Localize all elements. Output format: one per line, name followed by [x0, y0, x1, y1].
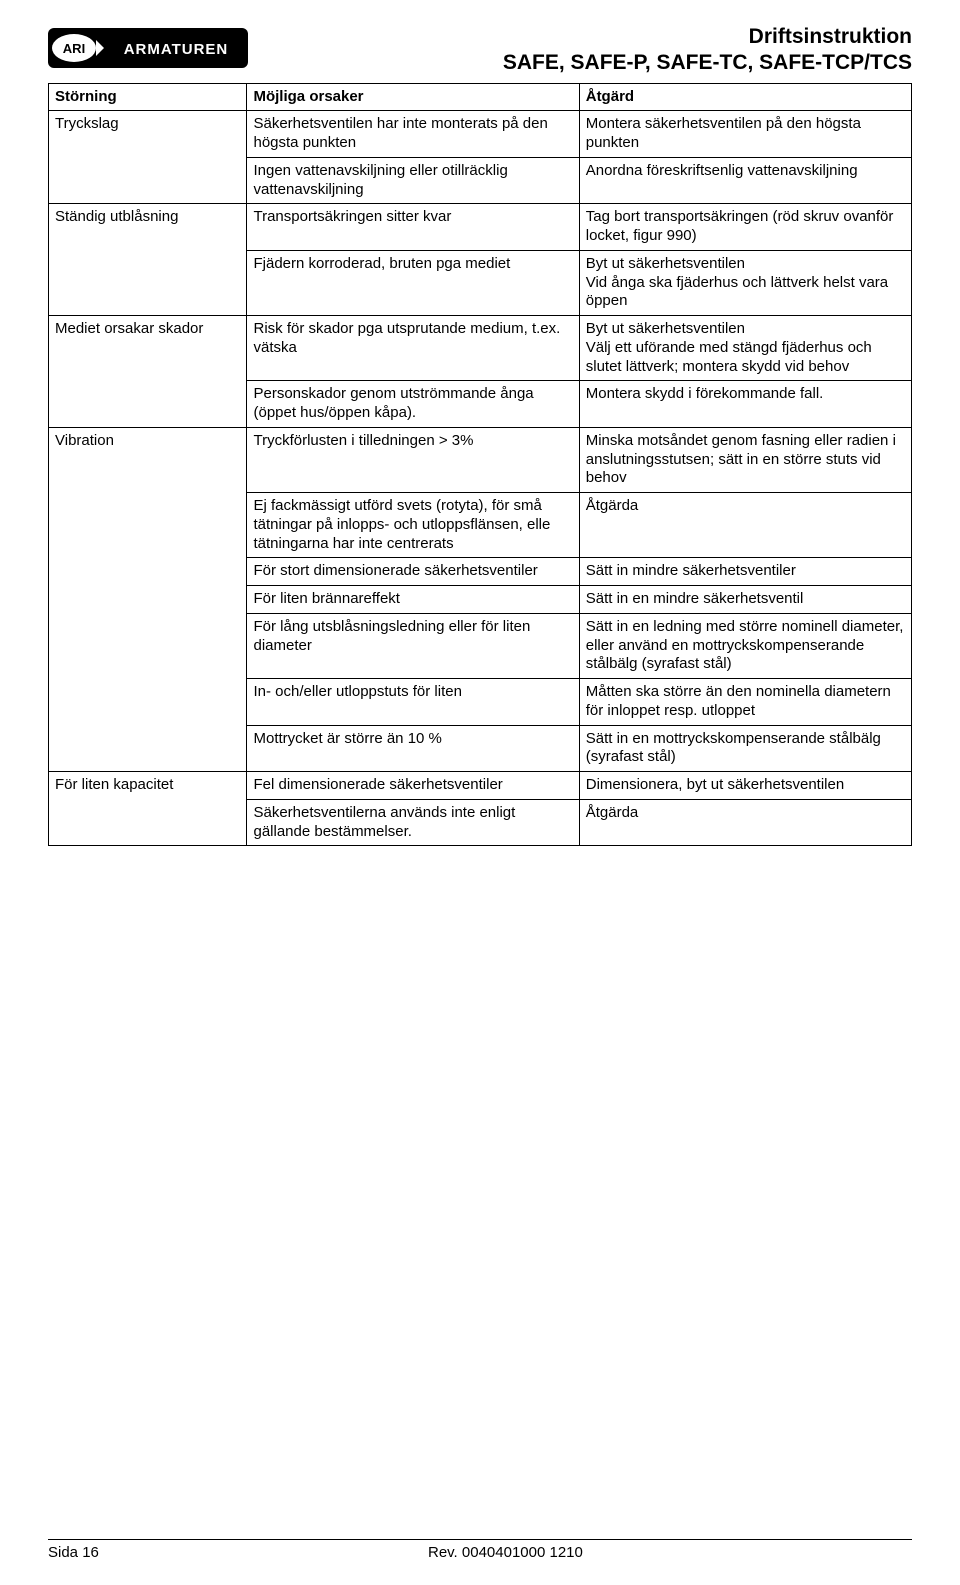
cell-action: Måtten ska större än den nominella diame… — [579, 679, 911, 726]
troubleshoot-table: Störning Möjliga orsaker Åtgärd Trycksla… — [48, 83, 912, 847]
table-body: TryckslagSäkerhetsventilen har inte mont… — [49, 111, 912, 846]
cell-cause: Personskador genom utströmmande ånga (öp… — [247, 381, 579, 428]
footer-rev: Rev. 0040401000 1210 — [99, 1544, 912, 1561]
header-line2: SAFE, SAFE-P, SAFE-TC, SAFE-TCP/TCS — [264, 50, 912, 76]
header-line1: Driftsinstruktion — [264, 24, 912, 50]
table-row: För liten kapacitetFel dimensionerade sä… — [49, 772, 912, 800]
cell-cause: Ingen vattenavskiljning eller otillräckl… — [247, 157, 579, 204]
cell-cause: Tryckförlusten i tilledningen > 3% — [247, 427, 579, 492]
cell-action: Montera skydd i förekommande fall. — [579, 381, 911, 428]
cell-action: Dimensionera, byt ut säkerhetsventilen — [579, 772, 911, 800]
cell-cause: Mottrycket är större än 10 % — [247, 725, 579, 772]
cell-action: Tag bort transportsäkringen (röd skruv o… — [579, 204, 911, 251]
cell-action: Montera säkerhetsventilen på den högsta … — [579, 111, 911, 158]
cell-action: Åtgärda — [579, 799, 911, 846]
cell-cause: För liten brännareffekt — [247, 586, 579, 614]
cell-action: Anordna föreskriftsenlig vattenavskiljni… — [579, 157, 911, 204]
cell-action: Minska motsåndet genom fasning eller rad… — [579, 427, 911, 492]
table-row: Mediet orsakar skadorRisk för skador pga… — [49, 316, 912, 381]
table-row: VibrationTryckförlusten i tilledningen >… — [49, 427, 912, 492]
ari-logo-icon: ARI ARMATUREN — [48, 28, 248, 68]
cell-cause: För stort dimensionerade säkerhetsventil… — [247, 558, 579, 586]
cell-cause: In- och/eller utloppstuts för liten — [247, 679, 579, 726]
cell-cause: Säkerhetsventilerna används inte enligt … — [247, 799, 579, 846]
svg-text:ARI: ARI — [63, 41, 85, 56]
col-header-action: Åtgärd — [579, 83, 911, 111]
cell-cause: För lång utsblåsningsledning eller för l… — [247, 613, 579, 678]
table-header-row: Störning Möjliga orsaker Åtgärd — [49, 83, 912, 111]
cell-cause: Fjädern korroderad, bruten pga mediet — [247, 250, 579, 315]
cell-action: Sätt in mindre säkerhetsventiler — [579, 558, 911, 586]
cell-disturbance: Vibration — [49, 427, 247, 771]
cell-disturbance: Mediet orsakar skador — [49, 316, 247, 428]
page-footer: Sida 16 Rev. 0040401000 1210 — [48, 1539, 912, 1561]
cell-disturbance: För liten kapacitet — [49, 772, 247, 846]
table-row: TryckslagSäkerhetsventilen har inte mont… — [49, 111, 912, 158]
col-header-disturbance: Störning — [49, 83, 247, 111]
cell-action: Sätt in en ledning med större nominell d… — [579, 613, 911, 678]
cell-disturbance: Ständig utblåsning — [49, 204, 247, 316]
cell-cause: Transportsäkringen sitter kvar — [247, 204, 579, 251]
cell-cause: Säkerhetsventilen har inte monterats på … — [247, 111, 579, 158]
header-title: Driftsinstruktion SAFE, SAFE-P, SAFE-TC,… — [264, 24, 912, 77]
footer-page: Sida 16 — [48, 1544, 99, 1561]
table-row: Ständig utblåsningTransportsäkringen sit… — [49, 204, 912, 251]
page-header: ARI ARMATUREN Driftsinstruktion SAFE, SA… — [48, 24, 912, 77]
cell-cause: Fel dimensionerade säkerhetsventiler — [247, 772, 579, 800]
cell-action: Byt ut säkerhetsventilenVid ånga ska fjä… — [579, 250, 911, 315]
cell-action: Åtgärda — [579, 493, 911, 558]
cell-cause: Risk för skador pga utsprutande medium, … — [247, 316, 579, 381]
cell-cause: Ej fackmässigt utförd svets (rotyta), fö… — [247, 493, 579, 558]
col-header-cause: Möjliga orsaker — [247, 83, 579, 111]
cell-disturbance: Tryckslag — [49, 111, 247, 204]
cell-action: Sätt in en mottryckskompenserande stålbä… — [579, 725, 911, 772]
cell-action: Byt ut säkerhetsventilenVälj ett uförand… — [579, 316, 911, 381]
svg-text:ARMATUREN: ARMATUREN — [124, 41, 229, 58]
page-container: ARI ARMATUREN Driftsinstruktion SAFE, SA… — [0, 0, 960, 1585]
cell-action: Sätt in en mindre säkerhetsventil — [579, 586, 911, 614]
brand-logo: ARI ARMATUREN — [48, 28, 248, 73]
